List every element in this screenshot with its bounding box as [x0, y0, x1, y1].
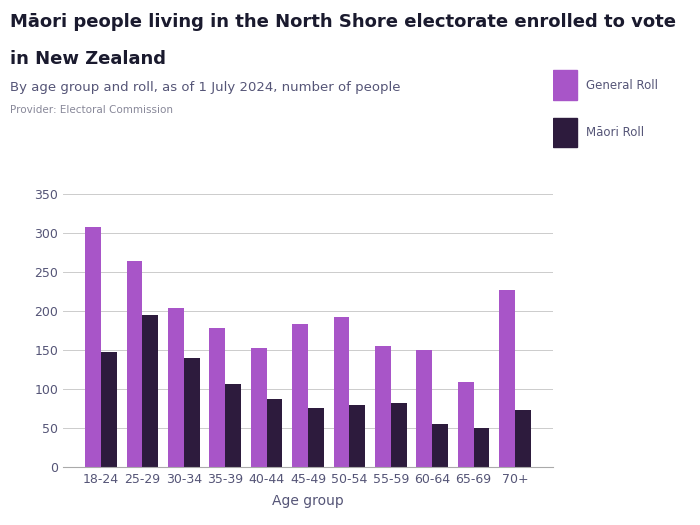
- Text: By age group and roll, as of 1 July 2024, number of people: By age group and roll, as of 1 July 2024…: [10, 81, 400, 94]
- Bar: [209, 329, 225, 467]
- Text: Māori people living in the North Shore electorate enrolled to vote: Māori people living in the North Shore e…: [10, 13, 675, 31]
- Bar: [334, 318, 349, 467]
- Bar: [432, 424, 448, 467]
- Bar: [375, 345, 391, 467]
- Bar: [142, 315, 158, 467]
- FancyBboxPatch shape: [553, 118, 577, 147]
- Bar: [349, 405, 365, 467]
- Bar: [85, 227, 101, 467]
- FancyBboxPatch shape: [553, 70, 577, 100]
- Bar: [101, 352, 117, 467]
- Text: Provider: Electoral Commission: Provider: Electoral Commission: [10, 105, 173, 115]
- Bar: [499, 290, 515, 467]
- Bar: [515, 410, 531, 467]
- Bar: [416, 350, 432, 467]
- Bar: [308, 408, 323, 467]
- Bar: [391, 403, 407, 467]
- Bar: [474, 428, 489, 467]
- Bar: [225, 384, 241, 467]
- Text: in New Zealand: in New Zealand: [10, 50, 166, 68]
- Bar: [251, 348, 267, 467]
- X-axis label: Age group: Age group: [272, 494, 344, 508]
- Text: Māori Roll: Māori Roll: [587, 126, 645, 139]
- Bar: [293, 324, 308, 467]
- Bar: [168, 308, 184, 467]
- Bar: [267, 398, 282, 467]
- Bar: [127, 260, 142, 467]
- Text: General Roll: General Roll: [587, 79, 658, 91]
- Bar: [458, 382, 474, 467]
- Bar: [184, 358, 199, 467]
- Text: figure.nz: figure.nz: [578, 16, 662, 33]
